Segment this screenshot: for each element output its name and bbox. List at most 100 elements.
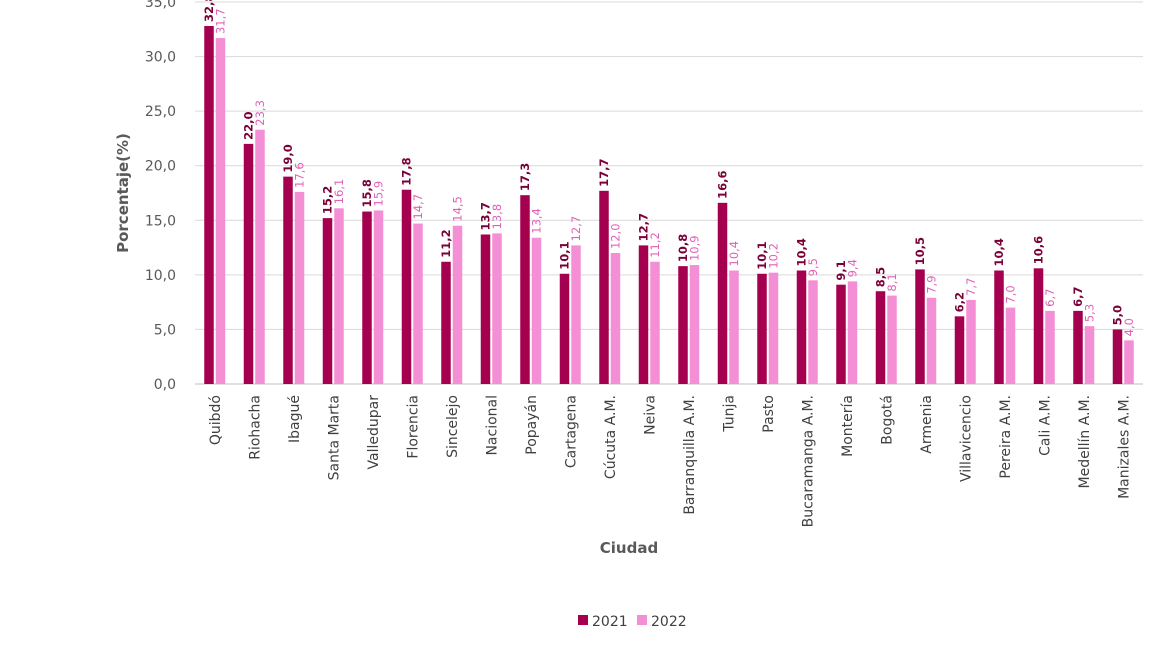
data-label-2022: 14,7 [411,194,425,220]
x-category-label: Pereira A.M. [998,395,1014,479]
bar-2022 [531,237,542,384]
data-label-2022: 13,8 [490,204,504,230]
bar-2021 [599,190,609,384]
x-category-label: Florencia [405,395,421,459]
data-label-2021: 10,4 [795,238,809,266]
data-label-2021: 17,8 [400,157,414,185]
bar-2022 [887,295,897,384]
y-tick-label: 25,0 [145,104,176,120]
bar-2022 [689,265,700,384]
data-label-2022: 5,3 [1083,304,1097,322]
data-label-2022: 9,4 [846,259,860,277]
bar-2022 [1084,326,1095,384]
data-label-2022: 7,7 [964,278,978,296]
bar-2022 [966,299,976,384]
bar-2021 [362,211,372,384]
bar-2022 [334,208,344,384]
bar-2021 [1112,329,1123,384]
bars [204,26,1134,385]
gridlines [195,1,1143,385]
data-label-2022: 23,3 [253,100,267,126]
y-tick-label: 10,0 [145,268,176,284]
data-label-2022: 15,9 [372,181,386,207]
data-label-2022: 8,1 [885,273,899,291]
bar-2021 [283,176,293,384]
bar-2021 [1073,310,1083,384]
data-label-2021: 19,0 [281,144,295,172]
bar-2022 [768,272,779,384]
bar-2021 [559,273,570,384]
y-axis-title: Porcentaje(%) [114,133,132,253]
bar-2022 [255,129,265,384]
y-tick-label: 15,0 [145,213,176,229]
data-label-2021: 10,4 [992,238,1006,266]
data-label-2021: 10,6 [1032,236,1046,264]
y-tick-label: 30,0 [145,50,176,66]
bar-2021 [1033,268,1044,384]
bar-2022 [413,223,423,384]
data-labels: 32,8 22,0 19,0 15,2 15,8 17,8 11,2 13,7 17,3 10,1… [202,0,1136,336]
data-label-2022: 17,6 [293,162,307,188]
y-tick-label: 35,0 [145,0,176,11]
bar-2022 [808,280,818,384]
bar-2021 [836,284,846,384]
x-category-label: Santa Marta [326,395,342,480]
y-axis-ticks: 0,0 5,0 10,0 15,0 20,0 25,0 30,0 35,0 [145,0,176,393]
bar-2022 [926,297,937,384]
x-category-label: Valledupar [366,395,382,470]
legend-label-2022: 2022 [651,614,687,630]
data-label-2022: 12,7 [569,216,583,242]
data-label-2022: 4,0 [1122,318,1136,336]
y-tick-label: 5,0 [154,322,176,338]
data-label-2021: 5,0 [1111,305,1125,325]
data-label-2021: 12,7 [637,213,651,241]
x-category-label: Cali A.M. [1037,395,1053,456]
bar-2022 [650,261,660,384]
data-label-2021: 17,7 [597,158,611,186]
legend-swatch-2021 [578,615,588,625]
bar-2022 [492,233,502,384]
data-label-2022: 6,7 [1043,289,1057,307]
x-category-label: Barranquilla A.M. [682,395,698,515]
data-label-2022: 10,2 [767,243,781,269]
x-category-label: Ibagué [287,395,303,443]
bar-2021 [204,26,214,385]
bar-2021 [915,269,925,384]
data-label-2022: 10,9 [688,235,702,261]
bar-2021 [322,218,333,384]
bar-2021 [717,202,728,384]
data-label-2021: 22,0 [242,112,256,140]
data-label-2021: 6,2 [953,292,967,312]
bar-2022 [452,225,463,384]
data-label-2021: 13,7 [479,202,493,230]
bar-2021 [678,266,688,384]
data-label-2021: 16,6 [716,170,730,198]
data-label-2021: 10,1 [755,241,769,269]
data-label-2022: 16,1 [332,179,346,205]
bar-2021 [796,270,807,384]
bar-2021 [757,273,767,384]
data-label-2022: 13,4 [530,208,544,234]
data-label-2021: 15,8 [360,179,374,207]
data-label-2021: 8,5 [874,267,888,287]
x-category-label: Bogotá [879,395,895,445]
legend-swatch-2022 [637,615,647,625]
data-label-2022: 9,5 [806,258,820,276]
x-category-label: Montería [840,395,856,457]
data-label-2021: 10,5 [913,237,927,265]
data-label-2022: 31,7 [214,8,228,34]
data-label-2021: 11,2 [439,229,453,257]
data-label-2022: 10,4 [727,241,741,267]
x-category-label: Manizales A.M. [1116,395,1132,499]
x-category-label: Armenia [919,395,935,454]
x-category-label: Riohacha [247,395,263,460]
bar-2021 [441,261,451,384]
data-label-2021: 10,1 [558,241,572,269]
x-category-label: Sincelejo [445,395,461,458]
bar-2022 [729,270,739,384]
legend-label-2021: 2021 [592,614,628,630]
bar-2021 [520,195,530,384]
bar-2021 [638,245,649,384]
x-category-label: Medellín A.M. [1077,395,1093,489]
